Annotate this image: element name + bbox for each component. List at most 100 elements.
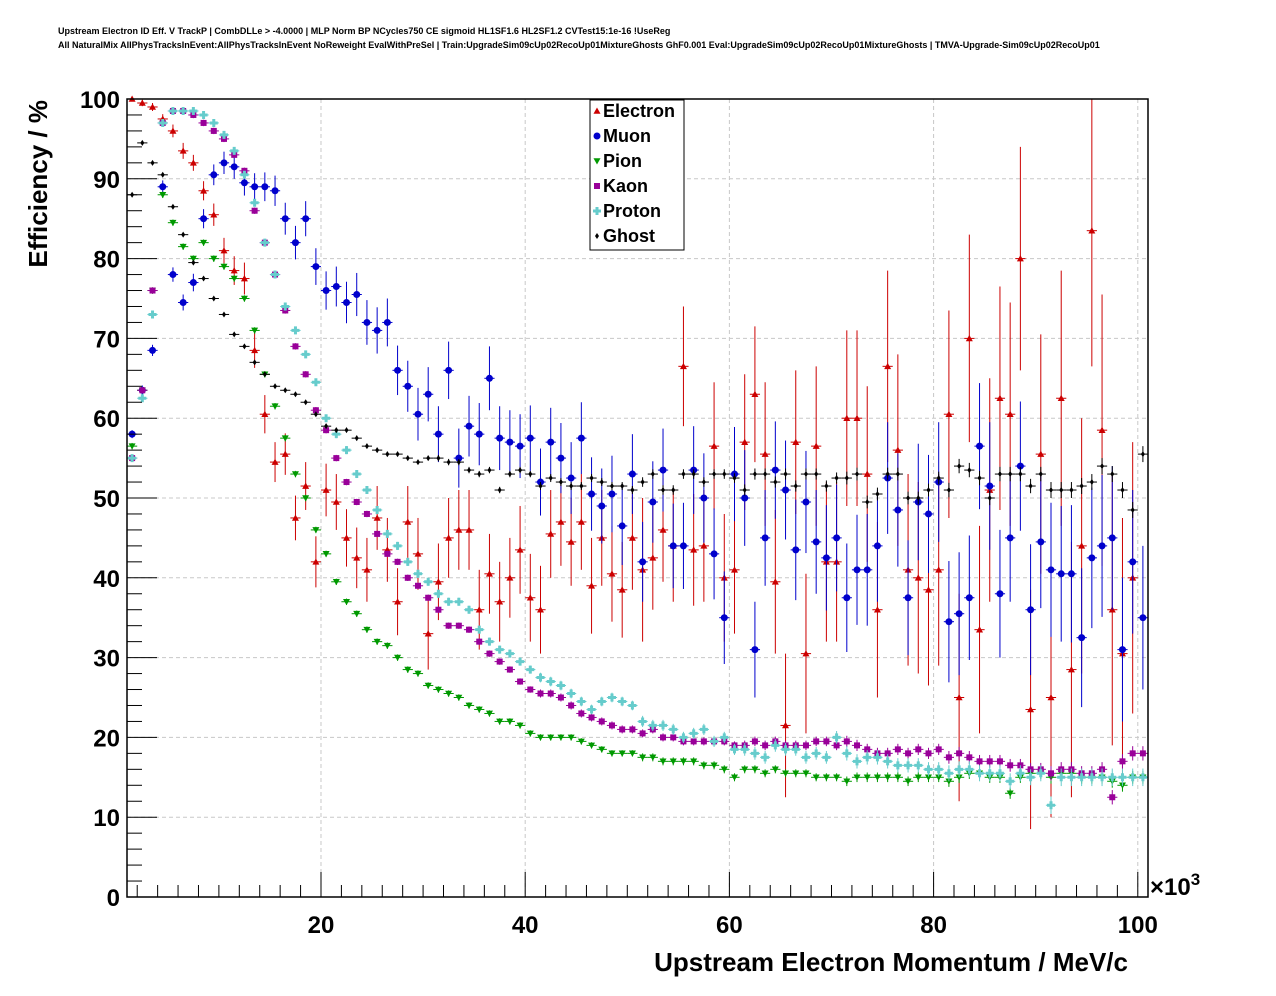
proton-point bbox=[863, 753, 872, 762]
muon-point bbox=[822, 554, 830, 562]
muon-point bbox=[312, 263, 320, 271]
proton-point bbox=[934, 765, 943, 774]
electron-point bbox=[567, 538, 575, 545]
ghost-point bbox=[681, 471, 686, 478]
proton-point bbox=[444, 597, 453, 606]
muon-point bbox=[424, 390, 432, 398]
pion-point bbox=[792, 770, 800, 777]
proton-point bbox=[893, 761, 902, 770]
pion-point bbox=[526, 730, 534, 737]
pion-point bbox=[700, 762, 708, 769]
kaon-point bbox=[751, 738, 758, 745]
proton-point bbox=[403, 557, 412, 566]
muon-point bbox=[649, 498, 657, 506]
pion-point bbox=[822, 774, 830, 781]
muon-point bbox=[445, 366, 453, 374]
ghost-point bbox=[456, 459, 461, 466]
muon-point bbox=[659, 466, 667, 474]
muon-point bbox=[251, 183, 259, 191]
electron-point bbox=[914, 574, 922, 581]
pion-point bbox=[159, 191, 167, 199]
proton-point bbox=[495, 645, 504, 654]
electron-point bbox=[924, 586, 932, 593]
pion-point bbox=[179, 243, 187, 251]
electron-point bbox=[1078, 542, 1086, 549]
ghost-point bbox=[273, 383, 278, 390]
kaon-point bbox=[802, 742, 809, 749]
ghost-point bbox=[916, 495, 921, 501]
pion-point bbox=[628, 750, 636, 757]
electron-point bbox=[261, 410, 269, 418]
pion-point bbox=[537, 734, 545, 741]
proton-point bbox=[710, 737, 719, 746]
pion-point bbox=[312, 527, 320, 534]
electron-point bbox=[1027, 705, 1035, 713]
electron-point bbox=[761, 450, 769, 457]
ghost-point bbox=[773, 479, 778, 486]
proton-point bbox=[148, 310, 157, 319]
electron-point bbox=[404, 518, 412, 525]
muon-point bbox=[404, 382, 412, 390]
ghost-point bbox=[436, 455, 441, 462]
proton-point bbox=[536, 673, 545, 682]
pion-point bbox=[924, 774, 932, 781]
x-axis-exponent: ×103 bbox=[1150, 870, 1200, 901]
pion-point bbox=[741, 766, 749, 773]
ghost-point bbox=[1008, 471, 1013, 478]
kaon-point bbox=[139, 387, 146, 394]
electron-point bbox=[537, 606, 545, 613]
proton-point bbox=[791, 745, 800, 754]
muon-point bbox=[363, 318, 371, 326]
kaon-point bbox=[353, 498, 360, 505]
ghost-point bbox=[1120, 487, 1125, 494]
muon-point bbox=[792, 546, 800, 554]
y-tick-label: 60 bbox=[93, 406, 120, 433]
kaon-point bbox=[414, 582, 421, 589]
y-tick-label: 30 bbox=[93, 646, 120, 673]
proton-point bbox=[740, 745, 749, 754]
muon-point bbox=[679, 542, 687, 550]
muon-point bbox=[598, 502, 606, 510]
kaon-point bbox=[374, 530, 381, 537]
legend-label-ghost: Ghost bbox=[603, 226, 655, 246]
muon-point bbox=[843, 594, 851, 602]
muon-point bbox=[1139, 614, 1147, 622]
kaon-point bbox=[476, 638, 483, 645]
kaon-point bbox=[323, 427, 330, 434]
ghost-point bbox=[793, 483, 798, 490]
electron-point bbox=[516, 546, 524, 553]
electron-point bbox=[690, 546, 698, 553]
series-proton bbox=[127, 106, 1148, 815]
pion-point bbox=[271, 403, 279, 410]
muon-point bbox=[465, 422, 473, 430]
muon-point bbox=[1078, 634, 1086, 642]
pion-point bbox=[363, 626, 371, 634]
pion-point bbox=[679, 758, 687, 765]
muon-point bbox=[976, 442, 984, 450]
ghost-point bbox=[630, 487, 635, 494]
kaon-point bbox=[568, 702, 575, 709]
muon-point bbox=[608, 490, 616, 498]
ghost-point bbox=[1100, 463, 1105, 470]
proton-point bbox=[1087, 773, 1096, 782]
electron-point bbox=[608, 570, 616, 577]
muon-point bbox=[220, 159, 228, 167]
ghost-point bbox=[1110, 471, 1115, 478]
pion-point bbox=[945, 778, 953, 785]
kaon-point bbox=[496, 658, 503, 665]
pion-point bbox=[465, 702, 473, 709]
ghost-point bbox=[865, 498, 870, 505]
kaon-point bbox=[925, 750, 932, 757]
proton-point bbox=[985, 769, 994, 778]
muon-point bbox=[1067, 570, 1075, 578]
muon-point bbox=[169, 271, 177, 279]
electron-point bbox=[189, 159, 197, 166]
ghost-point bbox=[303, 399, 308, 406]
pion-point bbox=[414, 670, 422, 678]
pion-point bbox=[843, 778, 851, 785]
muon-point bbox=[945, 618, 953, 626]
electron-point bbox=[679, 362, 687, 370]
ghost-point bbox=[150, 159, 155, 166]
muon-point bbox=[1088, 554, 1096, 562]
